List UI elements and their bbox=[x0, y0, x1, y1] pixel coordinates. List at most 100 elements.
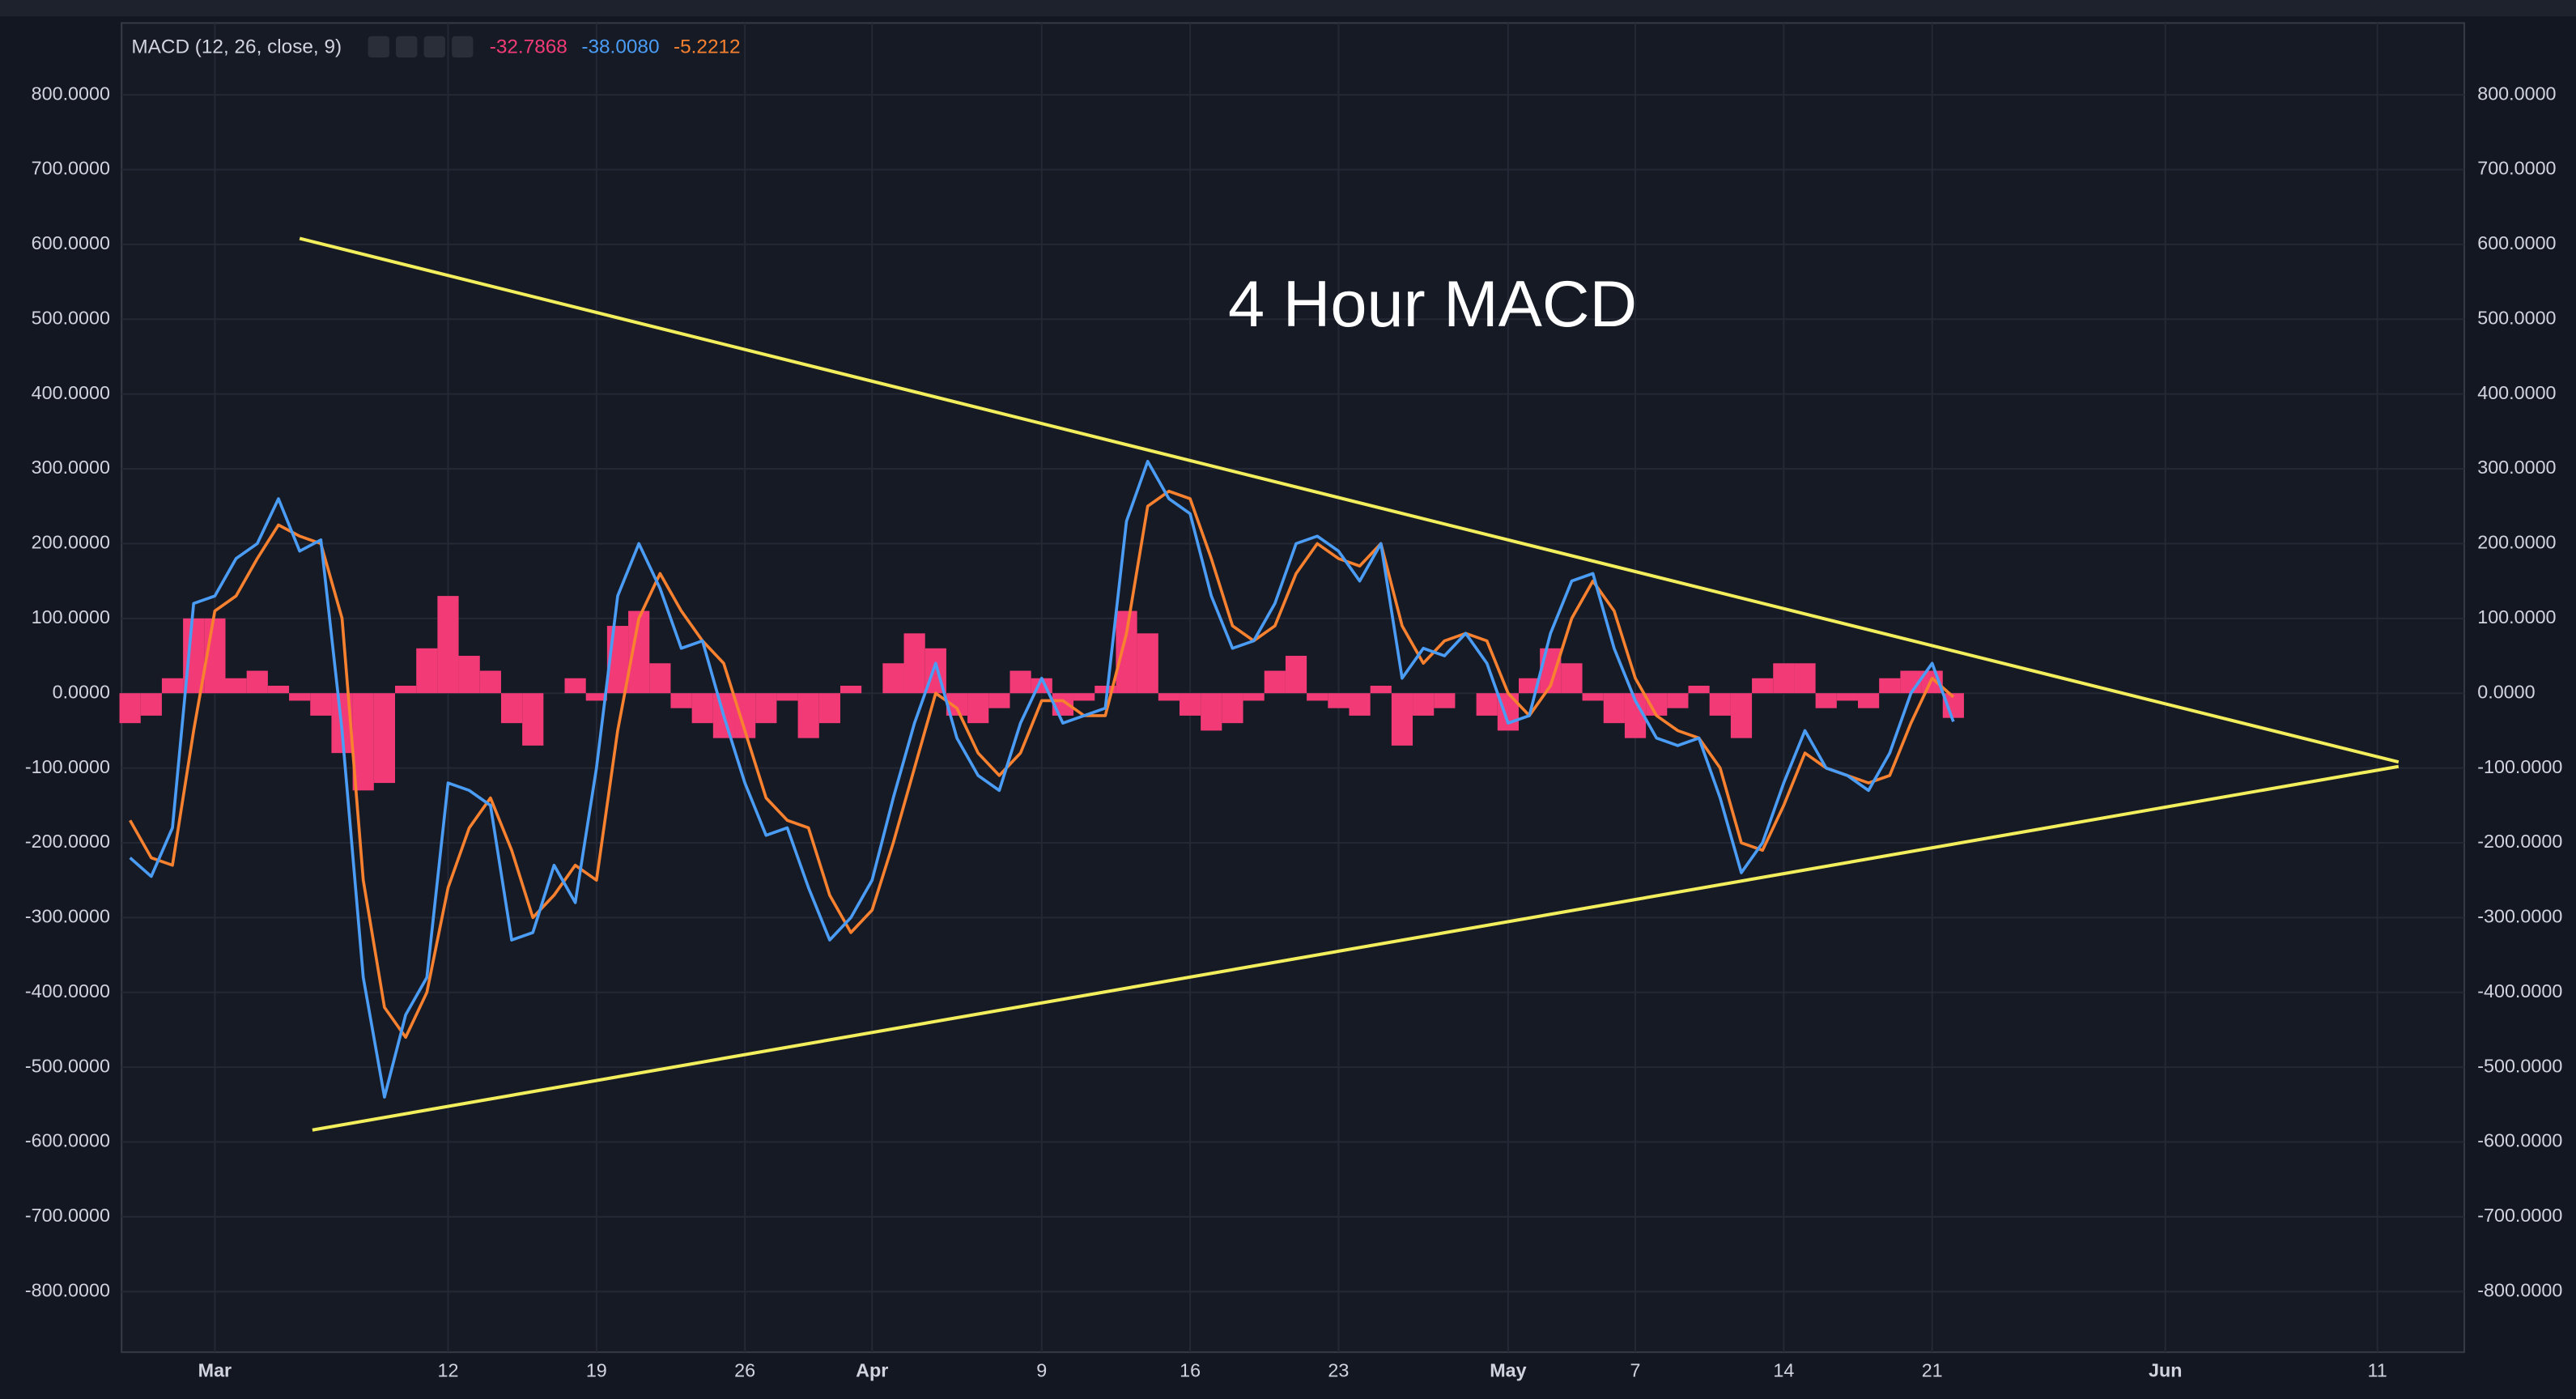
x-tick-label: 19 bbox=[586, 1360, 607, 1381]
histogram-bar bbox=[522, 693, 544, 746]
y-tick-label: -300.0000 bbox=[25, 906, 110, 927]
x-tick-label: May bbox=[1490, 1360, 1526, 1381]
y-tick-label: -100.0000 bbox=[25, 756, 110, 777]
histogram-bar bbox=[310, 693, 332, 716]
histogram-bar bbox=[1349, 693, 1371, 716]
histogram-bar bbox=[437, 596, 459, 694]
y-tick-label: -700.0000 bbox=[25, 1205, 110, 1226]
histogram-bar bbox=[1476, 693, 1498, 716]
grid bbox=[121, 23, 2465, 1353]
x-tick-label: Apr bbox=[856, 1360, 888, 1381]
histogram-bar bbox=[225, 678, 247, 694]
histogram-bar bbox=[1116, 610, 1137, 694]
trendline bbox=[299, 236, 2400, 764]
y-tick-label: 200.0000 bbox=[2477, 532, 2556, 553]
y-tick-label: -200.0000 bbox=[2477, 831, 2562, 852]
y-tick-label: -600.0000 bbox=[25, 1130, 110, 1151]
histogram-bar bbox=[988, 693, 1010, 708]
y-tick-label: 300.0000 bbox=[32, 457, 110, 478]
button[interactable] bbox=[396, 36, 418, 58]
y-tick-label: -300.0000 bbox=[2477, 906, 2562, 927]
histogram-bar bbox=[1858, 693, 1880, 708]
x-tick-label: Jun bbox=[2149, 1360, 2182, 1381]
y-tick-label: 0.0000 bbox=[2477, 681, 2535, 702]
histogram-bar bbox=[1010, 670, 1031, 694]
y-tick-label: -500.0000 bbox=[2477, 1055, 2562, 1076]
histogram-bar bbox=[1709, 693, 1731, 716]
histogram-bar bbox=[416, 648, 438, 694]
histogram-bar bbox=[289, 693, 311, 701]
histogram-bar bbox=[818, 693, 840, 724]
macd-line bbox=[129, 459, 1955, 1099]
signal-line bbox=[129, 489, 1955, 1040]
y-tick-label: -800.0000 bbox=[2477, 1279, 2562, 1300]
histogram-bar bbox=[1073, 693, 1095, 701]
histogram-bar bbox=[1201, 693, 1222, 731]
y-tick-label: -800.0000 bbox=[25, 1279, 110, 1300]
histogram-bar bbox=[1773, 663, 1795, 694]
histogram-bar bbox=[1370, 685, 1392, 694]
histogram-bar bbox=[1434, 693, 1456, 708]
marks bbox=[119, 236, 2400, 1132]
histogram-bar bbox=[246, 670, 268, 694]
y-tick-label: -500.0000 bbox=[25, 1055, 110, 1076]
x-tick-label: 12 bbox=[437, 1360, 458, 1381]
y-tick-label: -600.0000 bbox=[2477, 1130, 2562, 1151]
y-tick-label: 700.0000 bbox=[32, 158, 110, 179]
histogram-bar bbox=[1603, 693, 1625, 724]
y-tick-label: -700.0000 bbox=[2477, 1205, 2562, 1226]
x-tick-label: 21 bbox=[1922, 1360, 1943, 1381]
histogram-bar bbox=[1815, 693, 1837, 708]
y-tick-label: 400.0000 bbox=[32, 382, 110, 403]
button[interactable] bbox=[423, 36, 445, 58]
header-value: -32.7868 bbox=[490, 36, 567, 57]
histogram-bar bbox=[670, 693, 692, 708]
trendline bbox=[312, 764, 2400, 1132]
chart-title: 4 Hour MACD bbox=[1228, 268, 1637, 341]
y-tick-label: 600.0000 bbox=[32, 232, 110, 253]
histogram-bar bbox=[1137, 633, 1158, 694]
histogram-bar bbox=[1328, 693, 1350, 708]
histogram-bar bbox=[373, 693, 396, 784]
y-tick-label: -400.0000 bbox=[2477, 980, 2562, 1001]
x-tick-label: 14 bbox=[1773, 1360, 1794, 1381]
y-tick-label: 800.0000 bbox=[32, 83, 110, 104]
y-tick-label: 400.0000 bbox=[2477, 382, 2556, 403]
y-tick-label: 200.0000 bbox=[32, 532, 110, 553]
histogram-bar bbox=[1667, 693, 1689, 708]
indicator-buttons[interactable] bbox=[368, 36, 474, 58]
histogram-bar bbox=[564, 678, 586, 694]
histogram-bar bbox=[691, 693, 713, 724]
histogram-bar bbox=[1730, 693, 1753, 738]
histogram-bar bbox=[395, 685, 417, 694]
histogram-bar bbox=[1158, 693, 1180, 701]
histogram-bar bbox=[352, 693, 374, 791]
histogram-bar bbox=[267, 685, 290, 694]
x-tick-label: 26 bbox=[734, 1360, 755, 1381]
histogram-bar bbox=[797, 693, 819, 738]
histogram-bar bbox=[1095, 685, 1116, 694]
histogram-bar bbox=[1794, 663, 1816, 694]
y-tick-label: 600.0000 bbox=[2477, 232, 2556, 253]
histogram-bar bbox=[1752, 678, 1774, 694]
histogram-bar bbox=[1222, 693, 1243, 724]
button[interactable] bbox=[368, 36, 389, 58]
histogram-bar bbox=[458, 656, 480, 694]
button[interactable] bbox=[452, 36, 474, 58]
x-tick-label: 11 bbox=[2368, 1360, 2387, 1381]
histogram-bar bbox=[479, 670, 501, 694]
histogram-bar bbox=[776, 693, 798, 701]
histogram-bar bbox=[840, 685, 862, 694]
y-tick-label: 500.0000 bbox=[32, 307, 110, 328]
histogram-bar bbox=[119, 693, 141, 724]
y-tick-label: 100.0000 bbox=[2477, 606, 2556, 627]
y-tick-label: 100.0000 bbox=[32, 606, 110, 627]
y-tick-label: -200.0000 bbox=[25, 831, 110, 852]
y-tick-label: 500.0000 bbox=[2477, 307, 2556, 328]
y-tick-label: -400.0000 bbox=[25, 980, 110, 1001]
toolbar-strip bbox=[0, 0, 2576, 17]
x-tick-label: 16 bbox=[1180, 1360, 1201, 1381]
histogram-bar bbox=[967, 693, 989, 724]
